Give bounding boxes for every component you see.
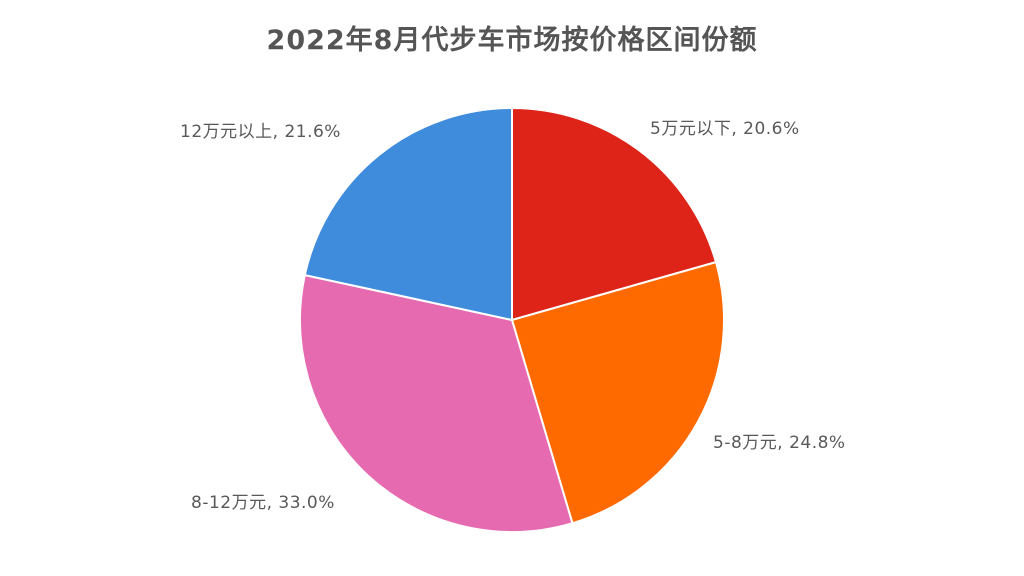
label-under-5w: 5万元以下, 20.6% <box>650 119 800 139</box>
slice-over-12w <box>303 106 513 322</box>
label-8-12w: 8-12万元, 33.0% <box>191 493 335 513</box>
label-5-8w: 5-8万元, 24.8% <box>713 433 846 453</box>
slice-5-8w <box>510 260 725 525</box>
chart-title: 2022年8月代步车市场按价格区间份额 <box>266 25 758 56</box>
label-over-12w: 12万元以上, 21.6% <box>180 122 341 142</box>
slice-under-5w <box>511 106 718 322</box>
slice-8-12w <box>299 273 574 533</box>
